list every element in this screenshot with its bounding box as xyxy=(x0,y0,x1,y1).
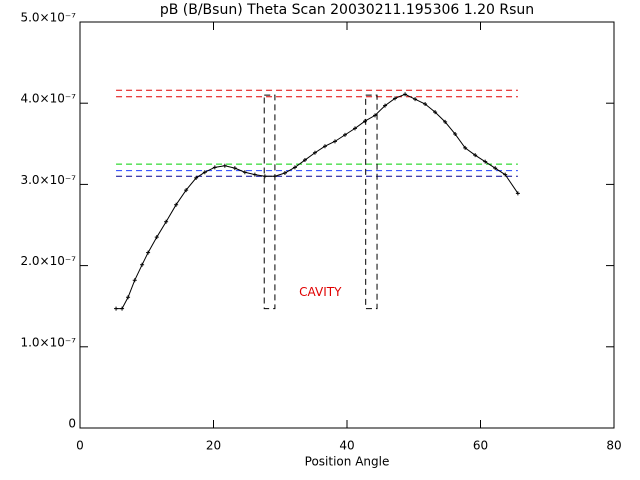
data-point xyxy=(433,110,438,115)
y-tick-label: 4.0×10⁻⁷ xyxy=(20,92,76,106)
data-point xyxy=(503,172,508,177)
data-point xyxy=(146,250,151,255)
y-tick-label: 3.0×10⁻⁷ xyxy=(20,173,76,187)
y-tick-label: 5.0×10⁻⁷ xyxy=(20,11,76,25)
data-point xyxy=(353,126,358,131)
y-tick-label: 1.0×10⁻⁷ xyxy=(20,335,76,349)
data-point xyxy=(302,158,307,163)
data-point xyxy=(232,166,237,171)
data-point xyxy=(292,165,297,170)
x-tick-label: 20 xyxy=(206,439,221,453)
data-point xyxy=(202,170,207,175)
cavity-box xyxy=(365,94,378,310)
data-point xyxy=(515,191,520,196)
data-point xyxy=(282,171,287,176)
data-point xyxy=(164,219,169,224)
x-tick-label: 40 xyxy=(339,439,354,453)
data-point xyxy=(174,202,179,207)
data-point xyxy=(140,262,145,267)
data-point xyxy=(423,102,428,107)
x-axis-label: Position Angle xyxy=(305,455,390,469)
data-point xyxy=(332,139,337,144)
x-tick-label: 60 xyxy=(473,439,488,453)
data-point xyxy=(194,175,199,180)
data-point xyxy=(493,166,498,171)
x-tick-label: 0 xyxy=(76,439,84,453)
chart-title: pB (B/Bsun) Theta Scan 20030211.195306 1… xyxy=(160,2,534,18)
annotation: CAVITY xyxy=(299,285,342,299)
data-point xyxy=(413,97,418,102)
data-point xyxy=(114,306,119,311)
data-point xyxy=(252,172,257,177)
data-point xyxy=(212,165,217,170)
data-point xyxy=(120,306,125,311)
data-point xyxy=(342,132,347,137)
data-point xyxy=(272,174,277,179)
data-point xyxy=(463,145,468,150)
data-point xyxy=(373,113,378,118)
data-point xyxy=(184,188,189,193)
cavity-box xyxy=(263,94,276,310)
data-point xyxy=(393,96,398,101)
data-point xyxy=(312,150,317,155)
data-point xyxy=(383,103,388,108)
data-point xyxy=(154,235,159,240)
y-tick-label: 2.0×10⁻⁷ xyxy=(20,254,76,268)
data-point xyxy=(322,144,327,149)
data-point xyxy=(473,153,478,158)
data-point xyxy=(126,295,131,300)
data-point xyxy=(453,132,458,137)
data-point xyxy=(222,163,227,168)
data-point xyxy=(363,119,368,124)
data-point xyxy=(132,278,137,283)
data-point xyxy=(403,92,408,97)
data-point xyxy=(483,159,488,164)
data-point xyxy=(242,170,247,175)
y-tick-label: 0 xyxy=(68,417,76,431)
data-point xyxy=(262,174,267,179)
data-point xyxy=(443,119,448,124)
x-tick-label: 80 xyxy=(606,439,621,453)
